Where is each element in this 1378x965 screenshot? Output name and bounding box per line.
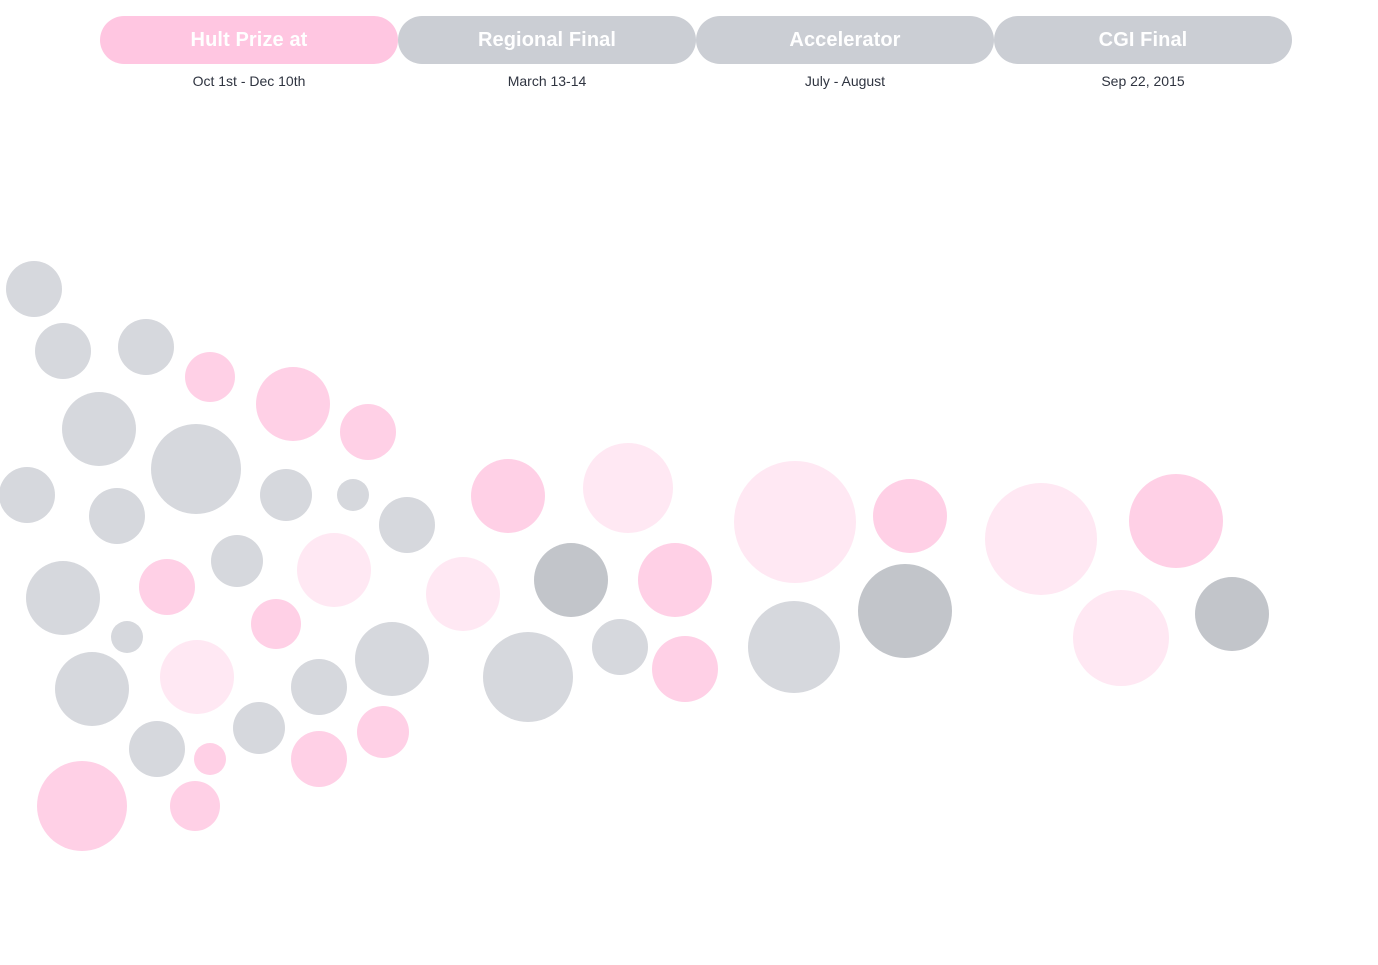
bubble: [858, 564, 952, 658]
bubble: [251, 599, 301, 649]
stage-tabs: Hult Prize at Regional Final Accelerator…: [100, 16, 1292, 64]
tab-accelerator[interactable]: Accelerator: [696, 16, 994, 64]
bubble: [355, 622, 429, 696]
bubble: [652, 636, 718, 702]
stage-date-cgi-final: Sep 22, 2015: [1101, 73, 1185, 89]
bubble: [6, 261, 62, 317]
bubble: [291, 659, 347, 715]
bubble: [0, 467, 55, 523]
bubble: [170, 781, 220, 831]
bubble: [129, 721, 185, 777]
bubble: [111, 621, 143, 653]
bubble: [37, 761, 127, 851]
bubble: [748, 601, 840, 693]
bubble: [139, 559, 195, 615]
bubble: [985, 483, 1097, 595]
bubble: [291, 731, 347, 787]
bubble: [583, 443, 673, 533]
bubble: [379, 497, 435, 553]
bubble: [62, 392, 136, 466]
stage-date-regional-final: March 13-14: [507, 73, 587, 89]
bubble: [233, 702, 285, 754]
bubble: [160, 640, 234, 714]
bubble: [35, 323, 91, 379]
bubble: [256, 367, 330, 441]
bubble: [483, 632, 573, 722]
bubble: [337, 479, 369, 511]
bubble: [592, 619, 648, 675]
bubble: [471, 459, 545, 533]
bubble: [26, 561, 100, 635]
bubble: [340, 404, 396, 460]
bubble: [426, 557, 500, 631]
bubble: [151, 424, 241, 514]
bubble: [1195, 577, 1269, 651]
bubble: [260, 469, 312, 521]
bubble: [297, 533, 371, 607]
bubble: [55, 652, 129, 726]
bubble: [357, 706, 409, 758]
stage-date-accelerator: July - August: [804, 73, 886, 89]
bubble: [194, 743, 226, 775]
bubble: [185, 352, 235, 402]
bubble: [734, 461, 856, 583]
bubble: [873, 479, 947, 553]
bubble: [89, 488, 145, 544]
bubble: [118, 319, 174, 375]
bubble: [1073, 590, 1169, 686]
tab-cgi-final[interactable]: CGI Final: [994, 16, 1292, 64]
bubble: [534, 543, 608, 617]
tab-regional-final[interactable]: Regional Final: [398, 16, 696, 64]
bubble: [638, 543, 712, 617]
bubble: [1129, 474, 1223, 568]
stage-date-hult-prize-at: Oct 1st - Dec 10th: [192, 73, 306, 89]
bubble: [211, 535, 263, 587]
tab-hult-prize-at[interactable]: Hult Prize at: [100, 16, 398, 64]
